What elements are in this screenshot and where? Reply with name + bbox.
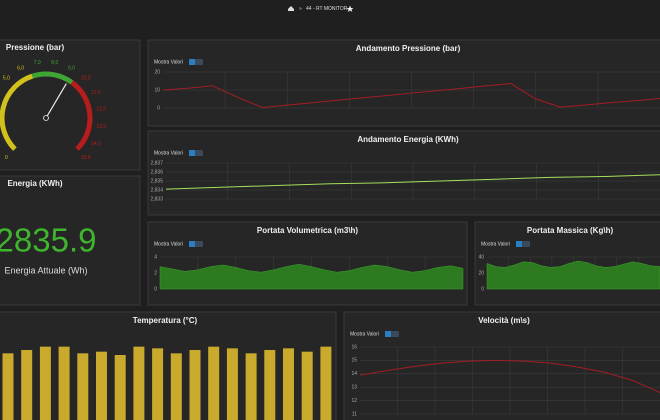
y-tick-label: 0 — [154, 286, 157, 292]
y-tick-label: 0 — [157, 105, 160, 111]
gauge-tick-label: 6,0 — [17, 65, 24, 71]
y-tick-label: 0 — [481, 286, 484, 292]
gauge-band — [0, 73, 34, 151]
bar — [264, 350, 276, 420]
chart-panel — [147, 221, 468, 306]
gauge-tick-label: 14,0 — [91, 141, 101, 147]
bar — [226, 348, 238, 420]
y-tick-label: 16 — [351, 344, 357, 350]
chart-title: Temperatura (°C) — [133, 316, 198, 325]
bar — [114, 355, 126, 420]
bar — [96, 351, 107, 420]
energy-value: 2835.9 — [0, 222, 96, 259]
toggle-label: Mostra Valori — [154, 241, 183, 247]
line-series — [165, 174, 660, 190]
gauge-tick-label: 13,0 — [96, 124, 106, 130]
y-tick-label: 10 — [154, 87, 160, 93]
y-tick-label: 2,833 — [150, 196, 163, 202]
bar — [152, 348, 164, 420]
y-tick-label: 12 — [351, 398, 357, 404]
bar — [133, 346, 145, 420]
energy-title: Energia (KWh) — [7, 179, 62, 188]
bar — [58, 346, 70, 420]
y-tick-label: 20 — [478, 270, 484, 276]
y-tick-label: 4 — [154, 254, 157, 260]
bar — [21, 350, 33, 420]
gauge-tick-label: 12,0 — [96, 107, 106, 113]
gauge-tick-label: 5,0 — [3, 76, 10, 82]
chart-title: Andamento Energia (KWh) — [357, 135, 459, 144]
gauge-tick-label: 7,0 — [34, 60, 41, 66]
toggle-knob[interactable] — [189, 241, 195, 247]
gauge-tick-label: 8,0 — [51, 60, 58, 66]
bar — [245, 353, 257, 420]
gauge-band — [31, 71, 74, 85]
toggle-knob[interactable] — [385, 331, 391, 337]
energy-caption: Energia Attuale (Wh) — [4, 265, 87, 275]
chart-title: Portata Massica (Kg\h) — [527, 226, 614, 235]
toggle-knob[interactable] — [189, 59, 195, 65]
y-tick-label: 14 — [351, 371, 357, 377]
chart-title: Velocità (m\s) — [478, 316, 530, 325]
chart-title: Portata Volumetrica (m3\h) — [257, 226, 359, 235]
toggle-label: Mostra Valori — [154, 59, 183, 65]
line-series — [359, 359, 660, 394]
chart-panel — [0, 311, 337, 420]
chart-panel — [343, 311, 660, 420]
line-series — [162, 83, 660, 108]
y-tick-label: 40 — [478, 254, 484, 260]
bar — [77, 353, 89, 420]
gauge-tick-label: 10,0 — [81, 76, 91, 82]
y-tick-label: 2 — [154, 270, 157, 276]
gauge-tick-label: 9,0 — [68, 65, 75, 71]
breadcrumb-title: 44 - RT MONITOR — [306, 6, 348, 12]
home-icon[interactable] — [288, 6, 294, 11]
y-tick-label: 2,835 — [150, 178, 163, 184]
area-series — [159, 263, 464, 290]
bar — [170, 353, 182, 420]
chart-panel — [147, 130, 660, 216]
gauge-band — [70, 80, 93, 151]
gauge-needle — [45, 83, 67, 119]
y-tick-label: 2,834 — [150, 187, 163, 193]
gauge-tick-label: 0 — [5, 155, 8, 161]
y-tick-label: 2,837 — [150, 160, 163, 166]
y-tick-label: 20 — [154, 69, 160, 75]
gauge-hub — [43, 115, 49, 121]
y-tick-label: 15 — [351, 358, 357, 364]
bar — [39, 346, 51, 420]
bar — [301, 351, 313, 420]
y-tick-label: 2,836 — [150, 169, 163, 175]
bar — [320, 346, 332, 420]
gauge-tick-label: 15,0 — [81, 155, 91, 161]
bar — [2, 353, 14, 420]
toggle-knob[interactable] — [516, 241, 522, 247]
toggle-label: Mostra Valori — [154, 150, 183, 156]
gauge-title: Pressione (bar) — [6, 43, 65, 52]
energy-panel — [0, 175, 141, 306]
chart-panel — [147, 39, 660, 127]
toggle-label: Mostra Valori — [350, 331, 379, 337]
toggle-knob[interactable] — [189, 150, 195, 156]
gauge-panel — [0, 39, 141, 171]
gauge-tick-label: 11,0 — [91, 90, 101, 96]
bar — [189, 350, 201, 420]
toggle-label: Mostra Valori — [481, 241, 510, 247]
chart-title: Andamento Pressione (bar) — [356, 44, 461, 53]
area-series — [486, 260, 660, 290]
breadcrumb-separator: » — [299, 6, 302, 12]
bar — [208, 346, 220, 420]
favorite-star[interactable] — [346, 5, 354, 13]
y-tick-label: 11 — [352, 411, 357, 417]
bar — [283, 348, 294, 420]
y-tick-label: 13 — [351, 385, 357, 391]
